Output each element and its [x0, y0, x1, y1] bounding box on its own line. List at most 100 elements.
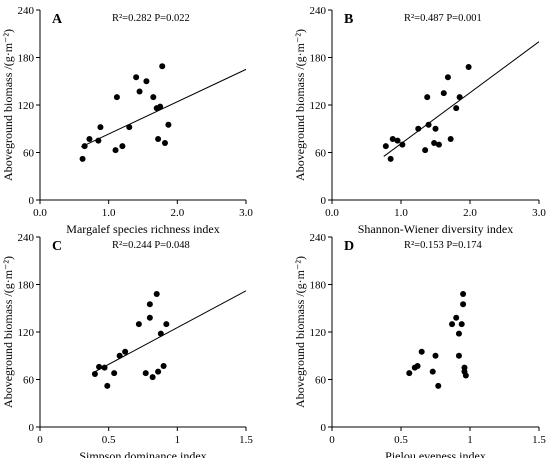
- y-tick-label: 240: [310, 232, 327, 244]
- x-tick-label: 0.5: [102, 434, 116, 446]
- data-point: [394, 137, 401, 144]
- data-point: [453, 105, 460, 112]
- y-tick-label: 180: [18, 280, 35, 292]
- data-point: [104, 382, 111, 389]
- data-point: [453, 314, 460, 321]
- data-point: [406, 370, 413, 377]
- data-point: [460, 291, 467, 297]
- y-axis-label: Aboveground biomass /(g·m⁻²): [293, 29, 307, 181]
- y-tick-label: 60: [23, 375, 35, 387]
- x-tick-label: 1: [467, 434, 473, 446]
- data-point: [136, 88, 143, 95]
- data-point: [460, 301, 467, 308]
- data-point: [113, 94, 120, 101]
- data-point: [153, 291, 160, 297]
- data-point: [435, 141, 442, 148]
- data-point: [432, 352, 439, 359]
- y-tick-label: 120: [310, 100, 327, 112]
- panel-c: 0 60 120 180 240 0 0.5 1 1.5 Simpson dominance in…: [1, 232, 253, 458]
- data-point: [142, 370, 149, 377]
- data-point: [435, 382, 442, 389]
- y-axis-label: Aboveground biomass /(g·m⁻²): [1, 256, 15, 408]
- data-point: [414, 363, 421, 370]
- x-axis-label: Shannon-Wiener diversity index: [358, 222, 513, 236]
- data-point: [422, 147, 429, 154]
- data-point: [155, 136, 162, 143]
- data-point: [126, 124, 133, 131]
- y-tick-label: 120: [310, 327, 327, 339]
- panel-b: 0 60 120 180 240 0.0 1.0 2.0 3.0 Shannon-Wiener d…: [293, 5, 546, 236]
- data-point: [163, 321, 170, 328]
- data-point: [389, 136, 396, 143]
- data-point: [91, 370, 98, 377]
- panel-letter: C: [52, 239, 62, 254]
- y-tick-label: 240: [18, 232, 35, 244]
- data-point: [431, 140, 438, 146]
- panel-letter: D: [344, 239, 354, 254]
- data-point: [81, 143, 88, 150]
- x-axis-label: Simpson dominance index: [79, 449, 206, 458]
- x-axis-label: Margalef species richness index: [66, 222, 219, 236]
- data-point: [440, 90, 447, 97]
- data-point: [149, 374, 156, 381]
- stats-label: R²=0.153 P=0.174: [404, 240, 482, 251]
- y-tick-label: 60: [315, 148, 327, 160]
- regression-line: [91, 290, 247, 374]
- regression-line: [80, 68, 247, 148]
- data-point: [161, 140, 168, 146]
- x-tick-label: 0: [329, 434, 335, 446]
- x-tick-label: 2.0: [463, 207, 477, 219]
- data-point: [444, 74, 451, 81]
- data-point: [449, 321, 456, 328]
- data-point: [96, 363, 103, 370]
- data-point: [424, 94, 431, 101]
- data-point: [456, 94, 463, 101]
- data-point: [159, 63, 166, 70]
- data-point: [429, 368, 436, 375]
- y-tick-label: 180: [18, 53, 35, 65]
- x-tick-label: 2.0: [170, 207, 184, 219]
- data-point: [447, 136, 454, 143]
- y-tick-label: 0: [29, 195, 35, 207]
- x-tick-label: 1: [175, 434, 181, 446]
- data-point: [79, 155, 86, 162]
- data-point: [455, 352, 462, 359]
- y-tick-label: 0: [321, 422, 327, 434]
- y-axis-label: Aboveground biomass /(g·m⁻²): [1, 29, 15, 181]
- data-point: [418, 348, 425, 355]
- panel-d: 0 60 120 180 240 0 0.5 1 1.5 Pielou eveness index…: [293, 232, 546, 458]
- x-tick-label: 0: [37, 434, 43, 446]
- x-tick-label: 1.0: [102, 207, 116, 219]
- y-tick-label: 60: [315, 375, 327, 387]
- y-tick-label: 240: [18, 5, 35, 17]
- stats-label: R²=0.244 P=0.048: [112, 240, 190, 251]
- x-tick-label: 1.5: [239, 434, 253, 446]
- x-tick-label: 1.0: [394, 207, 408, 219]
- data-point: [119, 143, 126, 150]
- x-tick-label: 3.0: [532, 207, 546, 219]
- data-point: [150, 94, 157, 101]
- data-point: [116, 352, 123, 359]
- y-tick-label: 60: [23, 148, 35, 160]
- stats-label: R²=0.282 P=0.022: [112, 13, 190, 24]
- y-axis-label: Aboveground biomass /(g·m⁻²): [293, 256, 307, 408]
- x-tick-label: 0.5: [394, 434, 408, 446]
- data-point: [455, 330, 462, 337]
- data-point: [157, 103, 164, 110]
- x-tick-label: 3.0: [239, 207, 253, 219]
- data-point: [146, 301, 153, 308]
- data-point: [146, 314, 153, 321]
- y-tick-label: 0: [321, 195, 327, 207]
- data-point: [112, 147, 119, 154]
- data-point: [458, 321, 465, 328]
- y-tick-label: 180: [310, 280, 327, 292]
- data-point: [111, 370, 118, 377]
- data-point: [425, 121, 432, 128]
- y-tick-label: 120: [18, 327, 35, 339]
- x-axis-label: Pielou eveness index: [385, 449, 486, 458]
- data-point: [165, 121, 172, 128]
- panel-a: 0 60 120 180 240 0.0 1.0 2.0 3.0 Margalef species…: [1, 5, 253, 236]
- data-point: [382, 143, 389, 150]
- data-point: [95, 137, 102, 144]
